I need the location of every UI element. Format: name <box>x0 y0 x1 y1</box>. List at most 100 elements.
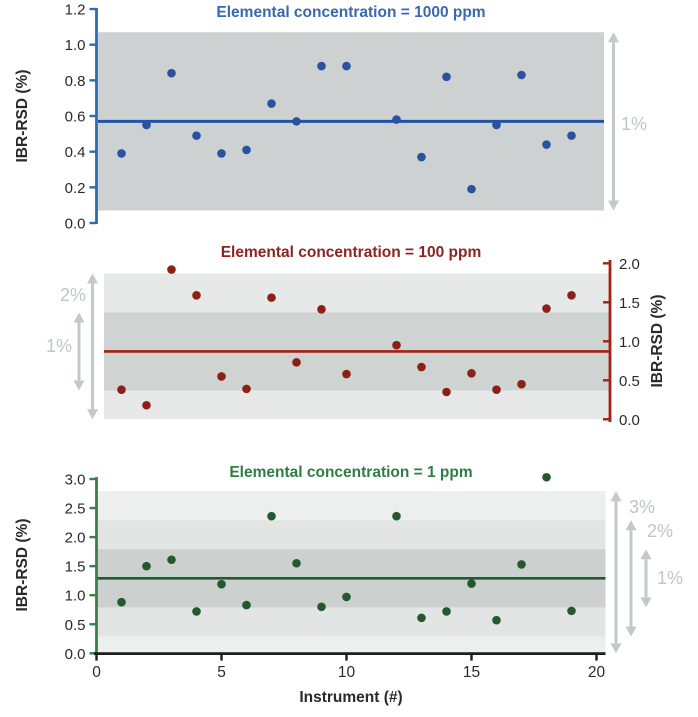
scatter-point <box>267 511 276 521</box>
arrow-up-icon <box>640 549 652 560</box>
arrow-up-icon <box>73 312 85 323</box>
scatter-point <box>167 265 176 274</box>
x-axis-label: Instrument (#) <box>299 689 402 706</box>
x-tick-label: 15 <box>463 664 480 681</box>
panel-1000ppm: 0.0 0.2 0.4 0.6 0.8 1.0 1.2 IBR-RSD (%) Elementa… <box>14 2 647 233</box>
y-tick-label: 0.5 <box>65 617 86 634</box>
x-tick-label: 0 <box>92 664 101 681</box>
scatter-point <box>242 600 251 610</box>
y-tick-label: 2.0 <box>619 256 640 273</box>
scatter-point <box>317 602 326 612</box>
panel-1ppm: 0.0 0.5 1.0 1.5 2.0 2.5 3.0 IBR-RSD (%) Elementa… <box>14 464 683 663</box>
scatter-point <box>392 340 401 350</box>
x-axis-group: 0 5 10 15 20 Instrument (#) <box>92 652 606 706</box>
scatter-point <box>217 149 226 158</box>
scatter-point <box>167 68 176 78</box>
band-label: 1% <box>657 568 683 588</box>
scatter-point <box>442 607 451 616</box>
scatter-point <box>442 72 451 82</box>
scatter-point <box>467 579 476 588</box>
arrow-up-icon <box>625 520 637 531</box>
y-tick-label: 1.0 <box>65 588 86 605</box>
chart-title: Elemental concentration = 1000 ppm <box>216 4 485 21</box>
y-tick-label: 0.2 <box>65 180 86 197</box>
x-tick-label: 10 <box>338 664 356 681</box>
scatter-point <box>417 613 426 623</box>
scatter-point <box>242 145 251 155</box>
scatter-point <box>567 131 576 140</box>
scatter-point <box>342 592 351 602</box>
y-axis-label: IBR-RSD (%) <box>649 295 666 388</box>
scatter-point <box>242 384 251 394</box>
y-axis-label: IBR-RSD (%) <box>14 519 31 612</box>
scatter-point <box>142 561 151 571</box>
scatter-point <box>217 579 226 589</box>
y-tick-label: 1.5 <box>65 559 86 576</box>
chart-title: Elemental concentration = 100 ppm <box>221 244 482 261</box>
arrow-up-icon <box>608 32 619 43</box>
y-tick-label: 0.0 <box>65 646 86 663</box>
scatter-point <box>292 558 301 568</box>
scatter-point <box>317 61 326 71</box>
scatter-point <box>117 385 126 394</box>
scatter-point <box>492 385 501 394</box>
y-tick-label: 0.4 <box>65 144 86 161</box>
scatter-point <box>492 615 501 625</box>
band-label: 3% <box>629 497 655 517</box>
scatter-point <box>542 472 551 482</box>
panel-100ppm: 0.0 0.5 1.0 1.5 2.0 IBR-RSD (%) Elemental conc… <box>46 244 666 429</box>
scatter-point <box>467 184 476 194</box>
scatter-point <box>392 115 401 124</box>
scatter-point <box>392 511 401 521</box>
x-tick-label: 20 <box>588 664 606 681</box>
scatter-point <box>292 117 301 126</box>
y-tick-label: 3.0 <box>65 472 86 489</box>
y-tick-label: 0.0 <box>619 412 640 429</box>
y-tick-label: 1.0 <box>65 37 86 54</box>
scatter-point <box>517 70 526 80</box>
y-tick-label: 2.0 <box>65 530 86 547</box>
y-tick-label: 1.5 <box>619 295 640 312</box>
scatter-point <box>317 305 326 314</box>
x-tick-label: 5 <box>217 664 226 681</box>
y-tick-label: 0.6 <box>65 109 86 126</box>
arrow-down-icon <box>608 200 619 211</box>
scatter-point <box>167 555 176 565</box>
band-label: 2% <box>60 285 86 305</box>
arrow-up-icon <box>87 273 98 284</box>
scatter-point <box>417 362 426 372</box>
scatter-point <box>567 290 576 300</box>
chart-title: Elemental concentration = 1 ppm <box>229 464 472 481</box>
scatter-point <box>217 372 226 381</box>
scatter-point <box>342 61 351 71</box>
scatter-point <box>142 120 151 130</box>
band-label: 1% <box>621 114 647 134</box>
scatter-point <box>117 597 126 607</box>
scatter-point <box>192 131 201 140</box>
scatter-point <box>192 607 201 616</box>
arrow-down-icon <box>640 597 652 608</box>
arrow-up-icon <box>610 491 622 502</box>
scatter-point <box>492 120 501 130</box>
scatter-point <box>142 400 151 410</box>
scatter-point <box>417 152 426 162</box>
y-tick-label: 0.0 <box>65 216 86 233</box>
scatter-point <box>117 149 126 158</box>
arrow-down-icon <box>73 380 85 391</box>
arrow-down-icon <box>87 409 98 420</box>
scatter-point <box>442 387 451 397</box>
y-tick-label: 1.2 <box>65 2 86 19</box>
scatter-point <box>267 293 276 302</box>
scatter-point <box>567 606 576 616</box>
scatter-point <box>517 379 526 389</box>
y-tick-label: 2.5 <box>65 501 86 518</box>
scatter-point <box>517 560 526 569</box>
y-tick-label: 0.8 <box>65 73 86 90</box>
y-axis-label: IBR-RSD (%) <box>14 70 31 163</box>
scatter-point <box>292 358 301 367</box>
scatter-point <box>542 140 551 149</box>
band-label: 2% <box>647 521 673 541</box>
scatter-point <box>467 368 476 378</box>
band-label: 1% <box>46 336 72 356</box>
